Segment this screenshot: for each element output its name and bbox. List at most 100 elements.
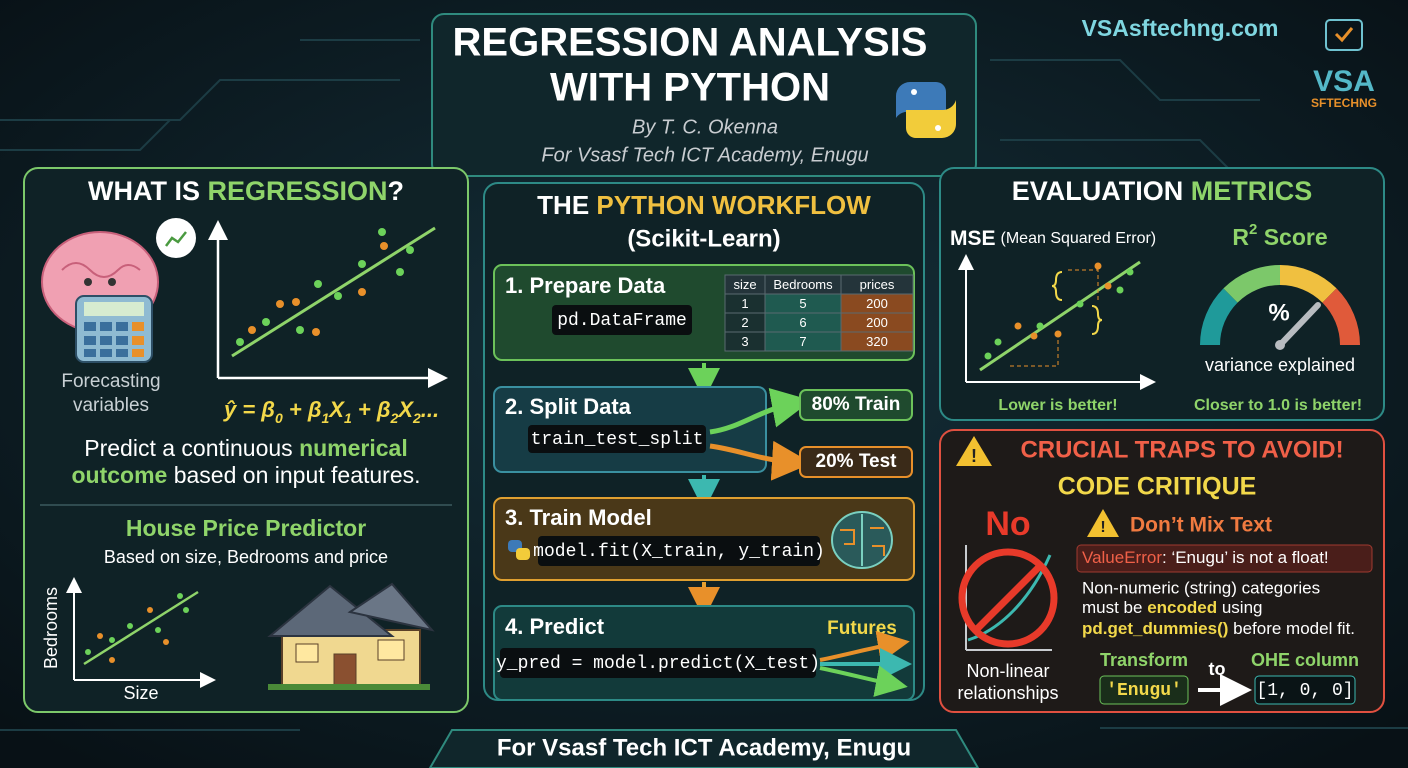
title: WITH PYTHON	[550, 66, 830, 110]
panel-subtitle: CODE CRITIQUE	[1058, 473, 1257, 501]
logo-subtext: SFTECHNG	[1311, 96, 1377, 110]
mse-illustration	[958, 254, 1156, 390]
equation-part: + β	[283, 397, 322, 422]
r2-gauge-part	[1277, 302, 1321, 348]
header-panel	[431, 13, 977, 177]
brain-icon-part-part	[100, 322, 112, 331]
brain-icon-part-part	[116, 322, 128, 331]
circuit-lines-part	[1000, 139, 1231, 171]
encode-output: [1, 0, 0]	[1256, 681, 1353, 701]
mse-illustration-part-part	[1104, 282, 1112, 290]
metric-title: MSE (Mean Squared Error)	[950, 227, 1156, 250]
metrics-panel	[939, 167, 1385, 421]
input-box	[1099, 675, 1189, 705]
metric-title: R2 Score	[1232, 221, 1327, 250]
data-table: size Bedrooms prices 1 5 200 2 6 200 3 7 320	[724, 274, 914, 352]
panel-title: THE PYTHON WORKFLOW	[537, 190, 871, 220]
step-title: 4. Predict	[505, 614, 605, 639]
scatter-illustration-part-part	[276, 300, 284, 308]
small-scatter-part-part	[155, 627, 161, 633]
future-arrow	[819, 665, 908, 697]
trap-description: pd.get_dummies() before model fit.	[1082, 619, 1355, 638]
step-title: 2. Split Data	[505, 394, 632, 419]
description-part: using	[1217, 598, 1262, 617]
encode-input: 'Enugu'	[1106, 681, 1182, 701]
equation-part: ŷ = β	[223, 397, 275, 422]
website: VSAsftechng.com	[1082, 15, 1279, 41]
equation-subscript: 2	[412, 410, 421, 426]
warning-icon: !	[1087, 509, 1119, 537]
title-part: WHAT IS	[88, 176, 207, 206]
split-arrow	[709, 388, 812, 435]
step-title: 1. Prepare Data	[505, 273, 666, 298]
split-label: 80% Train	[812, 394, 901, 415]
house-illustration-part	[347, 582, 435, 632]
mse-illustration-part-part	[1030, 332, 1038, 340]
icon-caption: variables	[73, 395, 149, 416]
metric-note: Closer to 1.0 is better!	[1194, 397, 1362, 414]
mse-illustration-part-part	[1054, 330, 1062, 338]
table-header: Bedrooms	[773, 277, 833, 292]
code: pd.DataFrame	[557, 311, 687, 331]
small-scatter-part-part	[163, 639, 169, 645]
warning-icon-part: !	[971, 446, 977, 466]
warning-icon-part	[1087, 509, 1119, 537]
mse-illustration-part	[979, 260, 1141, 372]
description-part: before model fit.	[1228, 619, 1355, 638]
title-part: EVALUATION	[1012, 176, 1191, 206]
small-scatter-part	[85, 593, 189, 655]
small-scatter-part	[83, 590, 199, 666]
small-scatter-part-part	[85, 649, 91, 655]
circuit-lines-part	[990, 59, 1260, 101]
warning-icon: !	[956, 436, 992, 466]
scatter-illustration-part-part	[312, 328, 320, 336]
r2-gauge-part	[1275, 340, 1285, 350]
mse-illustration-part-part	[984, 352, 992, 360]
python-logo-part	[906, 100, 956, 138]
brain-icon-part	[84, 322, 144, 357]
trap-description: Non-numeric (string) categories	[1082, 578, 1320, 597]
description: Predict a continuous numerical	[84, 435, 407, 461]
brain-icon-part-part	[132, 336, 144, 345]
brain-icon-part-part	[84, 336, 96, 345]
brain-icon-part-part	[100, 336, 112, 345]
to-label: to	[1209, 659, 1226, 679]
circuit-lines	[0, 39, 1408, 731]
brain-icon-part-part	[84, 349, 96, 357]
equation-part: ...	[421, 397, 439, 422]
scatter-illustration-part-part	[314, 280, 322, 288]
mse-illustration-part	[984, 268, 1134, 360]
equation-subscript: 1	[322, 410, 330, 426]
split-label: 20% Test	[816, 451, 898, 472]
brain-icon	[41, 218, 196, 363]
mse-illustration-part-part	[1116, 286, 1124, 294]
scatter-illustration-part	[231, 226, 436, 358]
circuit-lines-part	[0, 119, 171, 151]
table-header: size	[733, 277, 756, 292]
scatter-illustration-part-part	[406, 246, 414, 254]
house-illustration-part	[333, 653, 357, 689]
organization: For Vsasf Tech ICT Academy, Enugu	[541, 144, 868, 166]
brain-icon-part	[165, 231, 187, 247]
mse-illustration-part-part	[1051, 271, 1063, 301]
python-logo-part	[935, 125, 941, 131]
mse-illustration-part-part	[1126, 268, 1134, 276]
table-value: 3	[741, 334, 748, 349]
equation-part: + β	[352, 397, 391, 422]
small-scatter-part-part	[97, 633, 103, 639]
no-sign	[958, 545, 1058, 651]
mse-illustration-part-part	[994, 338, 1002, 346]
scatter-illustration-part-part	[296, 326, 304, 334]
mse-illustration-part-part	[1036, 322, 1044, 330]
python-icon-part	[516, 548, 530, 560]
regression-equation: ŷ = β0 + β1X1 + β2X2...	[223, 397, 439, 426]
small-scatter-part-part	[183, 607, 189, 613]
house-illustration-part	[295, 643, 319, 663]
trap-description: must be encoded using	[1082, 598, 1262, 617]
scatter-illustration-part-part	[378, 228, 386, 236]
house-illustration-part	[377, 639, 405, 661]
mse-illustration-part	[1051, 271, 1103, 335]
footer-bar	[428, 729, 980, 768]
ohe-label: OHE column	[1251, 650, 1359, 670]
